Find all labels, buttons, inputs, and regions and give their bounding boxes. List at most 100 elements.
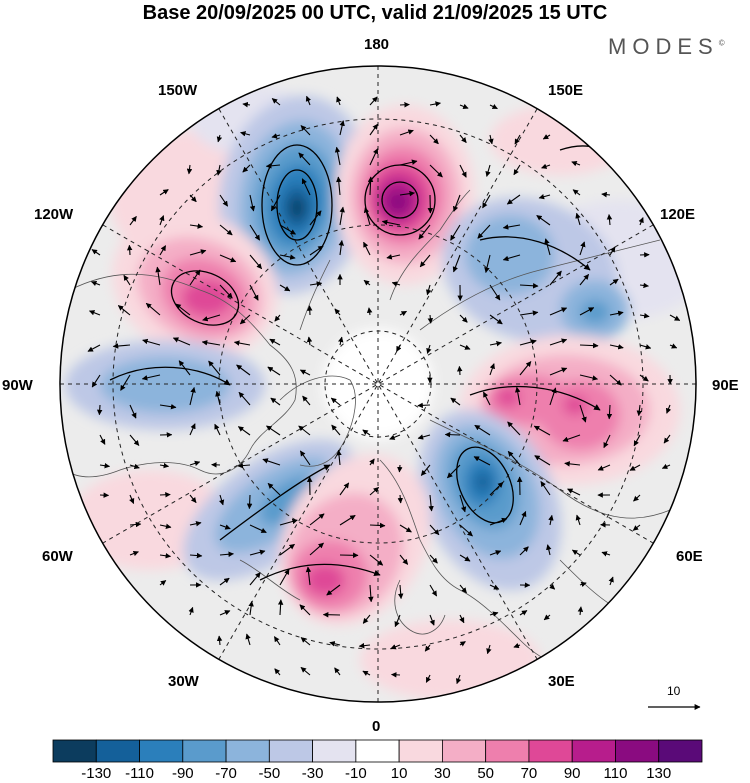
wind-vector: [238, 391, 251, 406]
colorbar-tick-label: 90: [563, 765, 581, 782]
wind-vector: [633, 434, 641, 447]
wind-vector: [99, 434, 106, 445]
wind-vector: [218, 494, 225, 506]
wind-vector: [609, 344, 624, 350]
wind-vector: [601, 551, 611, 557]
wind-vector: [99, 462, 111, 469]
wind-vector: [577, 606, 584, 616]
wind-vector: [424, 644, 431, 652]
wind-vector: [271, 98, 281, 106]
wind-vector: [564, 461, 581, 467]
wind-vector: [533, 425, 551, 436]
wind-vector: [519, 283, 539, 289]
wind-vector: [299, 369, 311, 376]
colorbar-swatch: [312, 739, 357, 763]
wind-vector: [519, 310, 539, 316]
meridian-120E-60W: [102, 224, 654, 544]
wind-vector: [632, 524, 641, 531]
wind-vector: [240, 131, 251, 137]
coastlines: [64, 189, 691, 667]
wind-vector: [390, 672, 401, 678]
wind-vector: [267, 483, 281, 496]
wind-vector: [300, 125, 311, 136]
wind-vector: [639, 344, 652, 350]
wind-vector: [502, 254, 521, 262]
wind-vector: [488, 134, 494, 145]
wind-vector: [603, 434, 611, 449]
wind-vector: [329, 641, 341, 647]
wind-vector: [661, 463, 671, 469]
wind-vector: [542, 134, 551, 140]
colorbar-swatch: [528, 739, 573, 763]
wind-vector: [219, 524, 231, 530]
wind-vector: [219, 610, 231, 616]
wind-vector: [189, 423, 196, 436]
wind-vector: [305, 566, 312, 586]
wind-vector: [189, 386, 196, 406]
wind-vector: [477, 224, 491, 239]
colorbar-tick-label: 70: [520, 765, 538, 782]
wind-vector: [394, 614, 401, 628]
wind-vector: [389, 434, 401, 440]
colorbar-swatch: [225, 739, 270, 763]
wind-vector: [540, 481, 551, 496]
colorbar-tick-label: 10: [390, 765, 408, 782]
wind-vector: [277, 599, 284, 616]
wind-vector: [507, 450, 521, 466]
wind-vector: [429, 584, 438, 597]
wind-vector: [129, 550, 139, 557]
circulation-curves: [109, 144, 617, 581]
wind-vector: [579, 404, 587, 423]
wind-vector: [326, 584, 341, 596]
wind-vector: [299, 604, 311, 616]
wind-vector: [417, 434, 431, 440]
wind-vector: [399, 310, 407, 317]
meridian-150E-30W: [218, 108, 538, 660]
brand-logo: MODES©: [608, 34, 725, 60]
wind-vectors: [87, 95, 681, 685]
wind-vector: [189, 521, 202, 527]
wind-vector: [444, 431, 461, 438]
wind-vector: [608, 576, 614, 586]
lon-label-150E: 150E: [548, 82, 584, 99]
map-disk: [60, 66, 696, 702]
wind-vector: [219, 224, 233, 236]
wind-vector: [514, 134, 521, 145]
wind-vector: [270, 194, 281, 212]
wind-vector: [249, 524, 267, 533]
wind-vector: [363, 241, 371, 256]
latitude-circle: [218, 224, 538, 544]
wind-vector: [300, 666, 311, 676]
wind-vector: [129, 434, 140, 446]
wind-vector: [639, 282, 649, 289]
wind-vector: [579, 241, 586, 256]
wind-vector: [219, 577, 230, 586]
wind-vector: [189, 223, 204, 229]
wind-vector: [175, 303, 191, 316]
wind-vector: [669, 343, 678, 349]
wind-vector: [249, 254, 263, 270]
colorbar-swatch: [268, 739, 314, 763]
wind-vector: [189, 269, 201, 286]
reference-vector-label: 10: [667, 684, 681, 698]
wind-vector: [189, 552, 203, 559]
wind-vector: [159, 215, 165, 226]
anomaly-neg-90W: [65, 340, 265, 430]
wind-vector: [298, 152, 311, 166]
wind-vector: [279, 254, 296, 260]
wind-vector: [549, 367, 568, 376]
wind-vector: [273, 636, 281, 646]
wind-vector: [459, 103, 469, 109]
wind-vector: [279, 518, 298, 526]
wind-vector: [188, 606, 194, 616]
wind-vector: [369, 486, 380, 496]
wind-vector: [665, 404, 672, 414]
wind-vector: [399, 129, 414, 136]
wind-vector: [429, 164, 443, 178]
wind-vector: [331, 424, 341, 436]
meridian-150W-30E: [218, 108, 538, 660]
wind-vector: [429, 524, 440, 536]
streamline: [259, 563, 381, 581]
wind-vector: [473, 456, 491, 466]
coastline-siberia: [419, 239, 661, 331]
